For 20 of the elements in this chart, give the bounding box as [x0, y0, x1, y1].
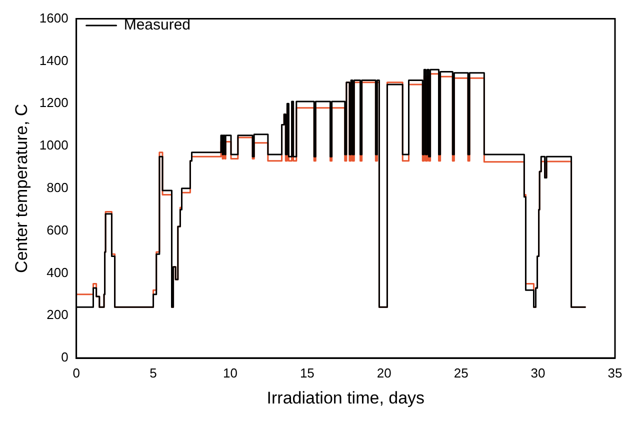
y-tick-label: 1000: [39, 138, 68, 153]
y-tick-label: 1200: [39, 95, 68, 110]
y-tick-label: 0: [61, 350, 68, 365]
x-tick-label: 10: [222, 365, 238, 380]
y-tick-label: 1400: [39, 52, 68, 68]
x-tick-label: 15: [300, 365, 314, 380]
legend-label: Measured: [124, 16, 191, 34]
x-tick-label: 5: [150, 365, 157, 380]
x-tick-label: 0: [72, 365, 80, 380]
y-tick-label: 600: [46, 222, 68, 238]
y-tick-label: 200: [46, 307, 68, 322]
y-axis-title: Center temperature, C: [12, 104, 31, 273]
x-tick-label: 30: [530, 365, 546, 380]
x-tick-label: 35: [608, 365, 622, 380]
x-tick-label: 25: [454, 365, 468, 380]
x-tick-label: 20: [376, 365, 392, 380]
y-tick-label: 800: [46, 180, 68, 195]
y-tick-label: 1600: [39, 10, 68, 26]
y-tick-label: 400: [46, 264, 68, 280]
x-axis-title: Irradiation time, days: [266, 388, 425, 408]
